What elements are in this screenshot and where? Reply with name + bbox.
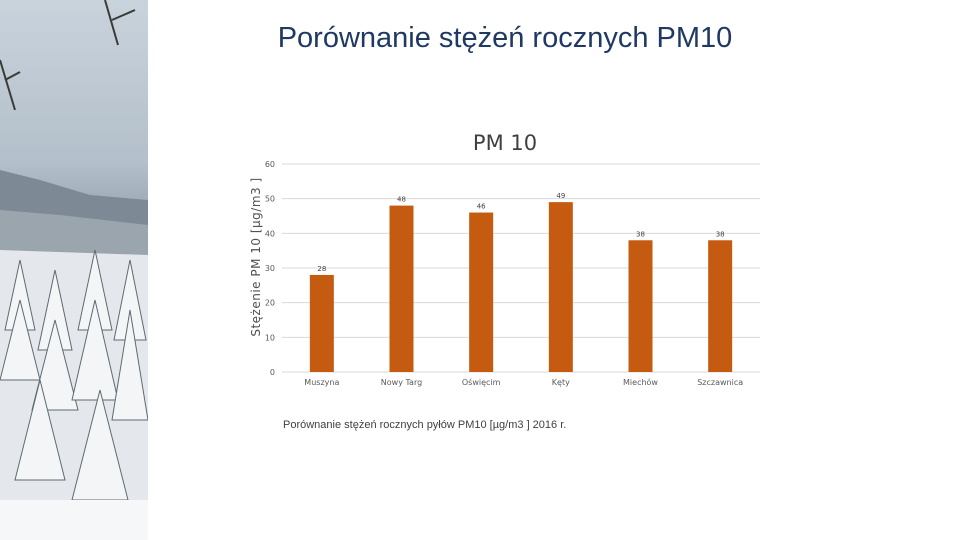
data-label: 49 (556, 192, 565, 200)
bar (628, 240, 653, 372)
bar (309, 274, 334, 372)
y-tick-label: 50 (265, 195, 275, 204)
chart-title: PM 10 (472, 131, 538, 155)
winter-forest-illustration (0, 0, 148, 540)
x-tick-label: Oświęcim (462, 377, 501, 387)
y-tick-label: 40 (265, 229, 275, 238)
x-tick-label: Miechów (623, 377, 658, 387)
winter-forest-photo (0, 0, 148, 540)
gridlines (282, 163, 760, 373)
y-tick-label: 60 (265, 160, 275, 169)
bar (469, 212, 494, 372)
bar (389, 205, 414, 372)
data-label: 38 (716, 230, 725, 238)
y-tick-labels: 0 10 20 30 40 50 60 (265, 160, 275, 377)
x-tick-labels: Muszyna Nowy Targ Oświęcim Kęty Miechów Szcza… (304, 377, 743, 387)
y-tick-label: 10 (265, 333, 275, 342)
pm10-bar-chart: 0 10 20 30 40 50 60 28 48 46 49 38 38 Muszyna Nowy T… (265, 160, 760, 387)
data-label: 48 (397, 196, 406, 204)
x-tick-label: Muszyna (304, 378, 339, 387)
data-label: 38 (636, 230, 645, 238)
x-tick-label: Nowy Targ (381, 378, 422, 387)
data-label: 46 (477, 203, 486, 211)
chart-caption: Porównanie stężeń rocznych pyłów PM10 [µ… (283, 419, 567, 431)
bar (548, 202, 573, 372)
bar (708, 240, 733, 372)
data-label: 28 (317, 265, 326, 273)
page-title: Porównanie stężeń rocznych PM10 (277, 22, 733, 54)
x-tick-label: Kęty (552, 378, 570, 387)
y-tick-label: 0 (270, 368, 275, 377)
data-labels: 28 48 46 49 38 38 (317, 192, 724, 273)
x-tick-label: Szczawnica (697, 378, 743, 387)
bars (309, 202, 733, 372)
y-tick-label: 20 (265, 299, 275, 308)
y-tick-label: 30 (265, 264, 275, 273)
